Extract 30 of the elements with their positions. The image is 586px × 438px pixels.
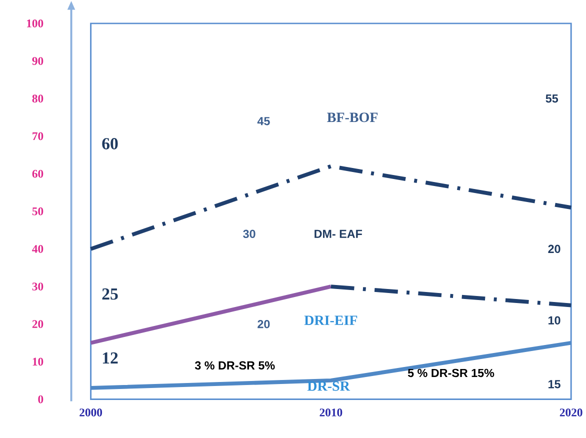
y-tick-label: 80 (32, 94, 44, 102)
y-tick-label: 40 (32, 244, 44, 253)
y-tick-label: 60 (32, 170, 44, 178)
y-tick-label: 50 (32, 207, 44, 216)
y-tick-label: 0 (38, 395, 44, 404)
y-tick-label: 30 (32, 282, 44, 290)
annotation: 20 (548, 244, 560, 253)
x-tick-label: 2010 (320, 408, 342, 416)
annotation: 20 (258, 320, 270, 328)
annotation: 55 (546, 94, 558, 102)
x-tick-label: 2020 (560, 408, 582, 416)
annotation: DM- EAF (314, 230, 362, 238)
annotation: 10 (548, 316, 560, 324)
x-tick-label: 2000 (80, 408, 102, 416)
annotation: 30 (243, 230, 256, 238)
annotation: 60 (102, 138, 118, 150)
annotation: 15 (548, 380, 560, 388)
annotation: DR-SR (307, 381, 350, 391)
annotation: BF-BOF (327, 112, 378, 122)
y-tick-label: 10 (32, 358, 44, 366)
annotation: DRI-EIF (304, 316, 358, 325)
annotation: 3 % DR-SR 5% (194, 361, 275, 370)
annotation: 25 (102, 288, 118, 300)
y-tick-label: 90 (32, 56, 44, 65)
y-tick-label: 70 (32, 132, 44, 140)
annotation: 12 (102, 352, 118, 364)
y-tick-label: 100 (27, 19, 44, 28)
annotation: 5 % DR-SR 15% (408, 368, 494, 377)
y-tick-label: 20 (32, 320, 44, 328)
annotation: 45 (257, 116, 270, 126)
